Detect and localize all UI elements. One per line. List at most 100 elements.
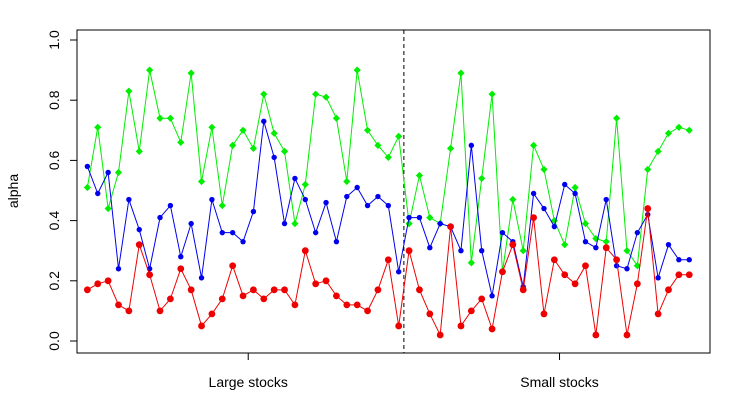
data-point [427, 244, 433, 251]
data-point [291, 301, 299, 309]
data-point [623, 331, 631, 339]
y-tick-label: 0.8 [46, 90, 62, 110]
data-point [292, 175, 298, 182]
data-point [135, 241, 143, 249]
data-point [249, 144, 258, 152]
data-point [602, 244, 610, 252]
data-point [363, 126, 372, 134]
y-tick-label: 0.0 [46, 331, 62, 351]
y-tick-label: 0.2 [46, 271, 62, 291]
data-point [624, 266, 630, 272]
data-point [665, 286, 672, 294]
data-point [562, 181, 568, 188]
data-point [146, 66, 154, 74]
data-point [675, 271, 683, 279]
data-point [519, 247, 527, 255]
data-point [115, 266, 122, 272]
data-point [551, 223, 558, 230]
data-point [685, 271, 693, 279]
plot-frame [76, 29, 711, 354]
data-point [301, 247, 309, 255]
data-point [156, 114, 164, 122]
data-point [354, 184, 360, 191]
data-point [478, 295, 486, 303]
data-point [582, 238, 589, 245]
data-point [644, 165, 652, 174]
data-point [592, 331, 600, 339]
data-point [156, 307, 164, 315]
data-point [312, 229, 319, 236]
data-point [530, 214, 537, 221]
data-point [125, 307, 133, 315]
data-point [136, 226, 142, 233]
data-point [467, 259, 475, 267]
data-point [374, 286, 382, 294]
data-point [198, 275, 205, 281]
series-line [87, 208, 690, 337]
data-point [499, 229, 506, 236]
data-point [281, 220, 288, 227]
data-point [374, 141, 382, 149]
y-tick-label: 0.4 [46, 211, 62, 231]
data-point [364, 307, 371, 315]
data-point [219, 229, 225, 236]
data-point [633, 280, 641, 288]
data-point [385, 202, 392, 209]
data-point [540, 310, 548, 318]
data-point [322, 277, 330, 285]
data-point [405, 247, 413, 255]
series-1 [84, 118, 692, 299]
data-point [675, 123, 683, 131]
data-point [229, 229, 236, 236]
data-point [489, 293, 495, 299]
y-tick-label: 1.0 [46, 30, 62, 50]
data-point [115, 301, 122, 309]
data-point [114, 168, 123, 177]
data-point [271, 154, 277, 161]
data-point [654, 310, 662, 318]
data-point [582, 262, 589, 270]
x-axis: Large stocks Small stocks [209, 353, 599, 390]
data-point [95, 190, 101, 197]
data-point [655, 275, 661, 281]
data-point [437, 220, 443, 227]
data-point [426, 310, 434, 318]
data-point [467, 307, 475, 315]
data-point [333, 238, 340, 245]
data-point [270, 286, 278, 294]
data-point [593, 244, 599, 251]
data-point [312, 90, 320, 98]
data-point [323, 199, 329, 206]
data-point [353, 301, 361, 309]
data-point [395, 269, 402, 275]
data-point [270, 129, 278, 137]
data-point [550, 217, 558, 225]
data-point [260, 295, 268, 303]
data-point [457, 322, 465, 330]
data-point [177, 138, 185, 146]
data-point [550, 256, 558, 264]
data-point [333, 292, 340, 300]
data-point [146, 271, 154, 279]
data-point [479, 248, 485, 254]
data-point [208, 310, 216, 318]
data-point [468, 142, 475, 149]
data-point [561, 241, 569, 249]
data-point [261, 118, 267, 124]
y-axis: 0.0 0.2 0.4 0.6 0.8 1.0 [46, 30, 78, 351]
data-point [395, 132, 403, 140]
data-point [291, 220, 299, 228]
data-point [250, 208, 257, 215]
data-point [406, 214, 412, 221]
data-point [529, 141, 538, 149]
data-point [188, 220, 194, 227]
data-point [613, 256, 621, 264]
data-point [405, 220, 413, 228]
data-point [302, 196, 308, 203]
data-point [166, 295, 174, 303]
data-point [209, 196, 215, 203]
data-point [280, 147, 289, 155]
data-point [343, 177, 351, 186]
data-point [208, 123, 216, 131]
